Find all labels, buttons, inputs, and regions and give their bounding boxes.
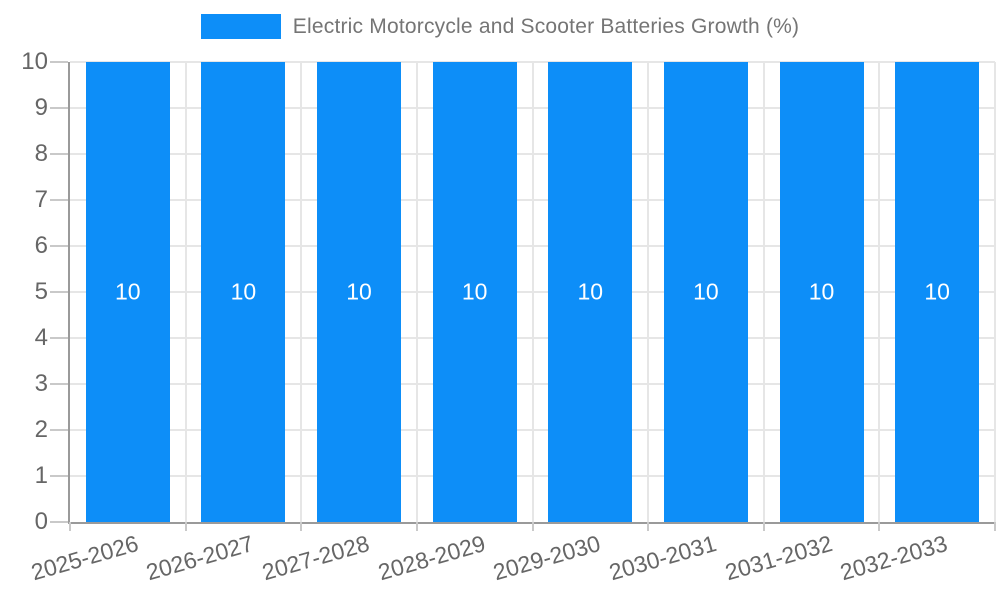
x-axis-label: 2028-2029: [374, 530, 488, 586]
bar: 10: [317, 62, 402, 522]
v-gridline: [415, 62, 418, 522]
y-axis-tick: [50, 337, 68, 339]
v-gridline: [647, 62, 650, 522]
x-axis-label: 2027-2028: [259, 530, 373, 586]
y-axis-label: 0: [34, 508, 48, 535]
y-axis-label: 8: [34, 140, 48, 167]
x-axis-tick: [69, 522, 71, 531]
y-axis-tick: [50, 61, 68, 63]
x-axis-tick: [878, 522, 881, 531]
x-axis-label: 2026-2027: [143, 530, 257, 586]
x-axis-tick: [762, 522, 765, 531]
legend-label: Electric Motorcycle and Scooter Batterie…: [292, 14, 800, 38]
x-axis-label: 2030-2031: [606, 530, 720, 586]
x-axis-label: 2029-2030: [490, 530, 604, 586]
y-axis-tick: [50, 521, 68, 523]
x-axis-tick: [531, 522, 534, 531]
v-gridline: [531, 62, 534, 522]
y-axis-label: 5: [34, 278, 48, 305]
v-gridline: [762, 62, 765, 522]
x-axis-label: 2031-2032: [721, 530, 835, 586]
y-axis-label: 4: [34, 324, 48, 351]
x-axis-tick: [415, 522, 418, 531]
plot-area: 0 1 2 3 4 5 6 7 8 9 10 10 10 10 10 10 10 10 10 2025-2026 202…: [21, 50, 996, 585]
y-axis-label: 1: [34, 462, 48, 489]
bar: 10: [85, 62, 170, 522]
y-axis-tick: [50, 107, 68, 109]
bar-value-label: 10: [693, 278, 719, 305]
y-axis-label: 6: [34, 232, 48, 259]
x-axis-tick: [994, 522, 996, 531]
x-axis-label: 2032-2033: [837, 530, 951, 586]
v-gridline: [878, 62, 881, 522]
bar: 10: [663, 62, 748, 522]
y-axis-label: 7: [34, 186, 48, 213]
bar: 10: [548, 62, 633, 522]
bar-value-label: 10: [924, 278, 950, 305]
bar-value-label: 10: [346, 278, 372, 305]
y-axis-tick: [50, 199, 68, 201]
x-axis-label: 2025-2026: [28, 530, 141, 586]
y-axis-tick: [50, 429, 68, 431]
v-gridline: [184, 62, 187, 522]
y-axis-tick: [50, 475, 68, 477]
y-axis-label: 9: [34, 94, 48, 121]
bar: 10: [895, 62, 980, 522]
x-axis-tick: [300, 522, 303, 531]
y-axis-tick: [50, 291, 68, 293]
y-axis-tick: [50, 153, 68, 155]
y-axis-label: 2: [34, 416, 48, 443]
bar: 10: [201, 62, 286, 522]
bar: 10: [432, 62, 517, 522]
bar-value-label: 10: [115, 278, 141, 305]
bar: 10: [779, 62, 864, 522]
y-axis-label: 10: [21, 48, 48, 75]
y-axis-tick: [50, 245, 68, 247]
bar-value-label: 10: [230, 278, 257, 305]
v-gridline: [300, 62, 303, 522]
y-axis-label: 3: [34, 370, 48, 397]
y-axis-tick: [50, 383, 68, 385]
bar-value-label: 10: [461, 278, 488, 305]
x-axis-tick: [184, 522, 187, 531]
legend: Electric Motorcycle and Scooter Batterie…: [0, 14, 1000, 39]
bar-value-label: 10: [808, 278, 835, 305]
bar-value-label: 10: [577, 278, 604, 305]
v-gridline: [994, 62, 996, 522]
x-axis-tick: [647, 522, 650, 531]
legend-swatch: [200, 14, 281, 39]
